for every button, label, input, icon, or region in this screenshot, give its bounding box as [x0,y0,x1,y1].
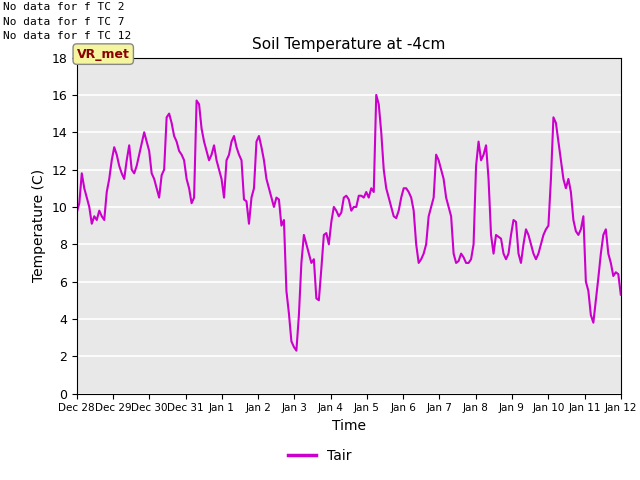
Y-axis label: Temperature (C): Temperature (C) [31,169,45,282]
Text: VR_met: VR_met [77,48,130,60]
Text: No data for f TC 12: No data for f TC 12 [3,31,131,41]
Title: Soil Temperature at -4cm: Soil Temperature at -4cm [252,37,445,52]
X-axis label: Time: Time [332,419,366,433]
Text: No data for f TC 2: No data for f TC 2 [3,2,125,12]
Text: No data for f TC 7: No data for f TC 7 [3,17,125,27]
Legend: Tair: Tair [283,443,357,468]
